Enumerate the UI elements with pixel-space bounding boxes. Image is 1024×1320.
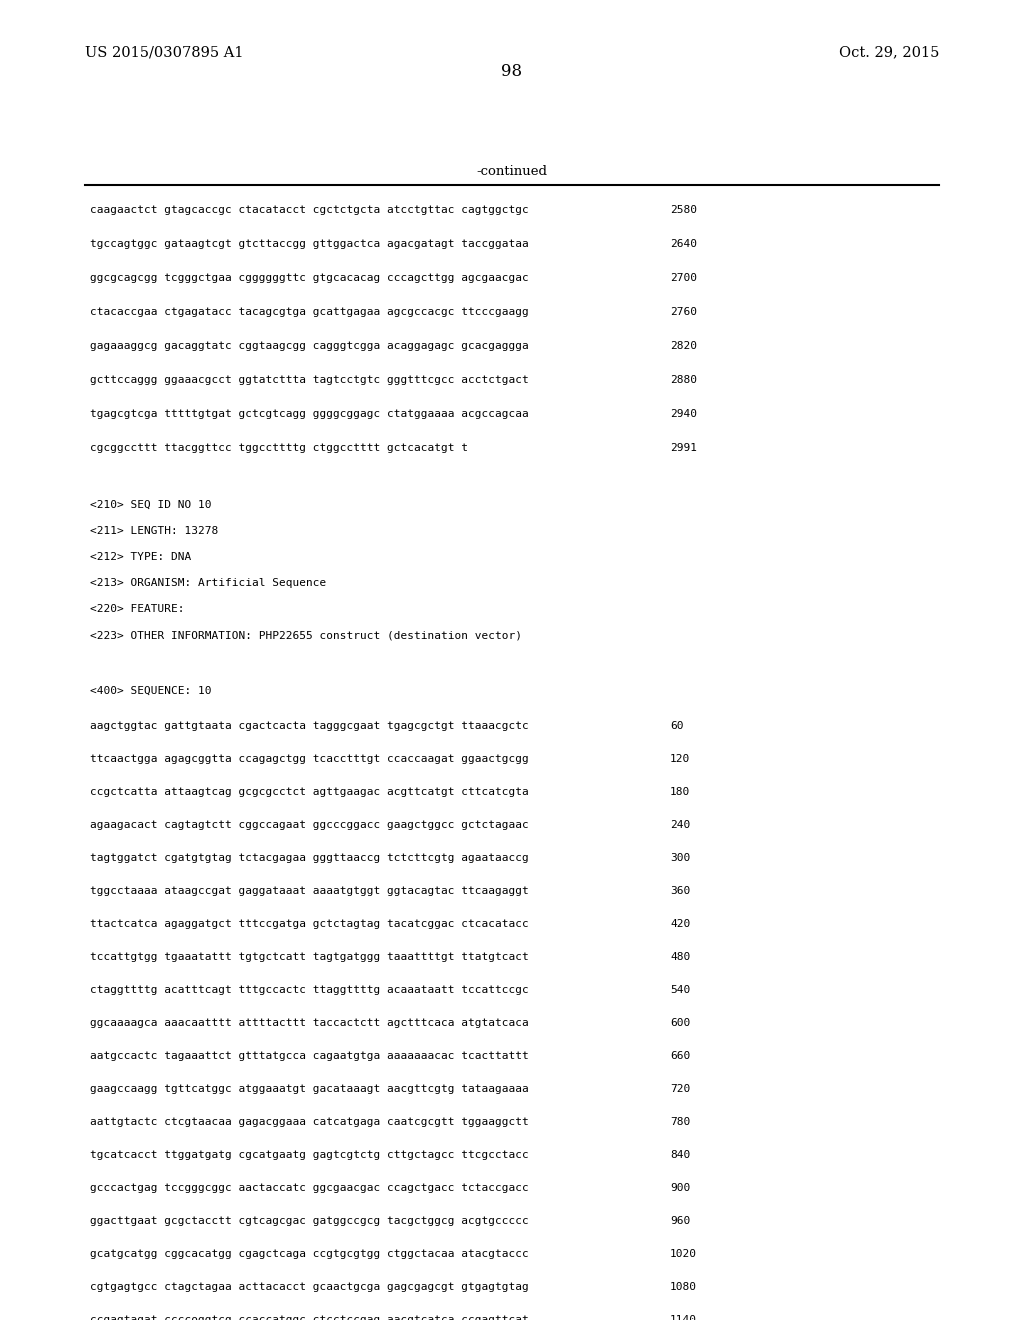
Text: ccgctcatta attaagtcag gcgcgcctct agttgaagac acgttcatgt cttcatcgta: ccgctcatta attaagtcag gcgcgcctct agttgaa… — [90, 787, 528, 797]
Text: 180: 180 — [670, 787, 690, 797]
Text: gcttccaggg ggaaacgcct ggtatcttta tagtcctgtc gggtttcgcc acctctgact: gcttccaggg ggaaacgcct ggtatcttta tagtcct… — [90, 375, 528, 385]
Text: 960: 960 — [670, 1216, 690, 1226]
Text: agaagacact cagtagtctt cggccagaat ggcccggacc gaagctggcc gctctagaac: agaagacact cagtagtctt cggccagaat ggcccgg… — [90, 820, 528, 830]
Text: 360: 360 — [670, 886, 690, 896]
Text: 2760: 2760 — [670, 308, 697, 317]
Text: 540: 540 — [670, 985, 690, 995]
Text: 2700: 2700 — [670, 273, 697, 282]
Text: -continued: -continued — [476, 165, 548, 178]
Text: <223> OTHER INFORMATION: PHP22655 construct (destination vector): <223> OTHER INFORMATION: PHP22655 constr… — [90, 630, 522, 640]
Text: tgcatcacct ttggatgatg cgcatgaatg gagtcgtctg cttgctagcc ttcgcctacc: tgcatcacct ttggatgatg cgcatgaatg gagtcgt… — [90, 1150, 528, 1160]
Text: tccattgtgg tgaaatattt tgtgctcatt tagtgatggg taaattttgt ttatgtcact: tccattgtgg tgaaatattt tgtgctcatt tagtgat… — [90, 952, 528, 962]
Text: 2940: 2940 — [670, 409, 697, 418]
Text: tgagcgtcga tttttgtgat gctcgtcagg ggggcggagc ctatggaaaa acgccagcaa: tgagcgtcga tttttgtgat gctcgtcagg ggggcgg… — [90, 409, 528, 418]
Text: <213> ORGANISM: Artificial Sequence: <213> ORGANISM: Artificial Sequence — [90, 578, 327, 587]
Text: 2880: 2880 — [670, 375, 697, 385]
Text: ggacttgaat gcgctacctt cgtcagcgac gatggccgcg tacgctggcg acgtgccccc: ggacttgaat gcgctacctt cgtcagcgac gatggcc… — [90, 1216, 528, 1226]
Text: ggcaaaagca aaacaatttt attttacttt taccactctt agctttcaca atgtatcaca: ggcaaaagca aaacaatttt attttacttt taccact… — [90, 1018, 528, 1028]
Text: 840: 840 — [670, 1150, 690, 1160]
Text: 300: 300 — [670, 853, 690, 863]
Text: tagtggatct cgatgtgtag tctacgagaa gggttaaccg tctcttcgtg agaataaccg: tagtggatct cgatgtgtag tctacgagaa gggttaa… — [90, 853, 528, 863]
Text: 1140: 1140 — [670, 1315, 697, 1320]
Text: cgtgagtgcc ctagctagaa acttacacct gcaactgcga gagcgagcgt gtgagtgtag: cgtgagtgcc ctagctagaa acttacacct gcaactg… — [90, 1282, 528, 1292]
Text: <212> TYPE: DNA: <212> TYPE: DNA — [90, 552, 191, 562]
Text: aattgtactc ctcgtaacaa gagacggaaa catcatgaga caatcgcgtt tggaaggctt: aattgtactc ctcgtaacaa gagacggaaa catcatg… — [90, 1117, 528, 1127]
Text: ctaggttttg acatttcagt tttgccactc ttaggttttg acaaataatt tccattccgc: ctaggttttg acatttcagt tttgccactc ttaggtt… — [90, 985, 528, 995]
Text: 120: 120 — [670, 754, 690, 764]
Text: gcccactgag tccgggcggc aactaccatc ggcgaacgac ccagctgacc tctaccgacc: gcccactgag tccgggcggc aactaccatc ggcgaac… — [90, 1183, 528, 1193]
Text: aagctggtac gattgtaata cgactcacta tagggcgaat tgagcgctgt ttaaacgctc: aagctggtac gattgtaata cgactcacta tagggcg… — [90, 721, 528, 731]
Text: 780: 780 — [670, 1117, 690, 1127]
Text: 480: 480 — [670, 952, 690, 962]
Text: tggcctaaaa ataagccgat gaggataaat aaaatgtggt ggtacagtac ttcaagaggt: tggcctaaaa ataagccgat gaggataaat aaaatgt… — [90, 886, 528, 896]
Text: <220> FEATURE:: <220> FEATURE: — [90, 605, 184, 614]
Text: tgccagtggc gataagtcgt gtcttaccgg gttggactca agacgatagt taccggataa: tgccagtggc gataagtcgt gtcttaccgg gttggac… — [90, 239, 528, 249]
Text: gcatgcatgg cggcacatgg cgagctcaga ccgtgcgtgg ctggctacaa atacgtaccc: gcatgcatgg cggcacatgg cgagctcaga ccgtgcg… — [90, 1249, 528, 1259]
Text: 660: 660 — [670, 1051, 690, 1061]
Text: ctacaccgaa ctgagatacc tacagcgtga gcattgagaa agcgccacgc ttcccgaagg: ctacaccgaa ctgagatacc tacagcgtga gcattga… — [90, 308, 528, 317]
Text: caagaactct gtagcaccgc ctacatacct cgctctgcta atcctgttac cagtggctgc: caagaactct gtagcaccgc ctacatacct cgctctg… — [90, 205, 528, 215]
Text: cgcggccttt ttacggttcc tggccttttg ctggcctttt gctcacatgt t: cgcggccttt ttacggttcc tggccttttg ctggcct… — [90, 444, 468, 453]
Text: <211> LENGTH: 13278: <211> LENGTH: 13278 — [90, 525, 218, 536]
Text: 900: 900 — [670, 1183, 690, 1193]
Text: 240: 240 — [670, 820, 690, 830]
Text: 2580: 2580 — [670, 205, 697, 215]
Text: 2640: 2640 — [670, 239, 697, 249]
Text: US 2015/0307895 A1: US 2015/0307895 A1 — [85, 45, 244, 59]
Text: 600: 600 — [670, 1018, 690, 1028]
Text: 1020: 1020 — [670, 1249, 697, 1259]
Text: aatgccactc tagaaattct gtttatgcca cagaatgtga aaaaaaacac tcacttattt: aatgccactc tagaaattct gtttatgcca cagaatg… — [90, 1051, 528, 1061]
Text: ggcgcagcgg tcgggctgaa cggggggttc gtgcacacag cccagcttgg agcgaacgac: ggcgcagcgg tcgggctgaa cggggggttc gtgcaca… — [90, 273, 528, 282]
Text: 2991: 2991 — [670, 444, 697, 453]
Text: Oct. 29, 2015: Oct. 29, 2015 — [839, 45, 939, 59]
Text: <210> SEQ ID NO 10: <210> SEQ ID NO 10 — [90, 500, 212, 510]
Text: ccgagtagat ccccoggtcg ccaccatggc ctcctccgag aacgtcatca ccgagttcat: ccgagtagat ccccoggtcg ccaccatggc ctcctcc… — [90, 1315, 528, 1320]
Text: ttactcatca agaggatgct tttccgatga gctctagtag tacatcggac ctcacatacc: ttactcatca agaggatgct tttccgatga gctctag… — [90, 919, 528, 929]
Text: <400> SEQUENCE: 10: <400> SEQUENCE: 10 — [90, 686, 212, 696]
Text: 2820: 2820 — [670, 341, 697, 351]
Text: gagaaaggcg gacaggtatc cggtaagcgg cagggtcgga acaggagagc gcacgaggga: gagaaaggcg gacaggtatc cggtaagcgg cagggtc… — [90, 341, 528, 351]
Text: 420: 420 — [670, 919, 690, 929]
Text: gaagccaagg tgttcatggc atggaaatgt gacataaagt aacgttcgtg tataagaaaa: gaagccaagg tgttcatggc atggaaatgt gacataa… — [90, 1084, 528, 1094]
Text: 1080: 1080 — [670, 1282, 697, 1292]
Text: 720: 720 — [670, 1084, 690, 1094]
Text: 60: 60 — [670, 721, 683, 731]
Text: 98: 98 — [502, 63, 522, 81]
Text: ttcaactgga agagcggtta ccagagctgg tcacctttgt ccaccaagat ggaactgcgg: ttcaactgga agagcggtta ccagagctgg tcacctt… — [90, 754, 528, 764]
